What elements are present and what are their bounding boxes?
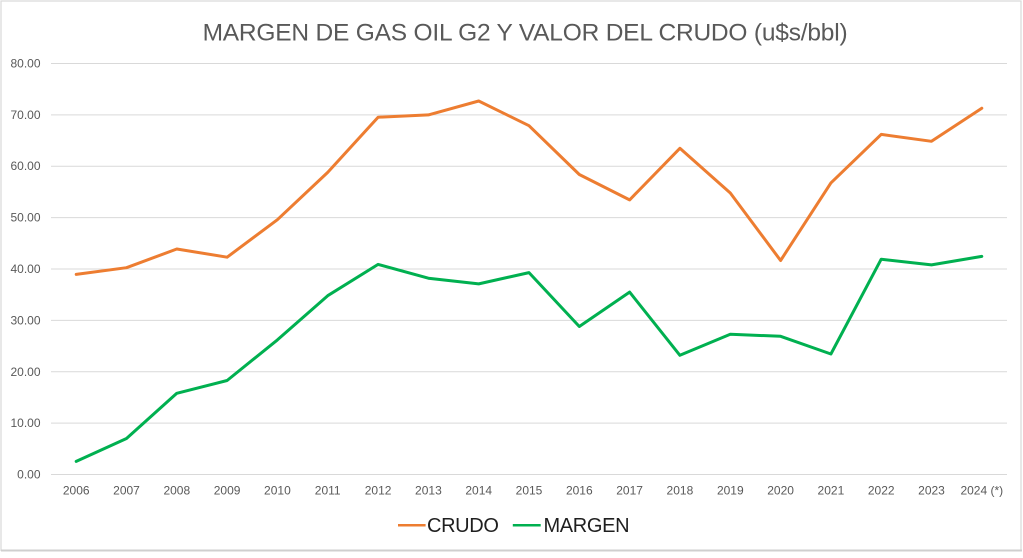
svg-text:10.00: 10.00 (10, 416, 40, 430)
svg-text:40.00: 40.00 (10, 262, 40, 276)
svg-text:2023: 2023 (918, 484, 945, 498)
svg-text:CRUDO: CRUDO (427, 515, 499, 537)
svg-text:2022: 2022 (868, 484, 895, 498)
svg-text:60.00: 60.00 (10, 159, 40, 173)
svg-text:2019: 2019 (717, 484, 744, 498)
svg-text:2018: 2018 (667, 484, 694, 498)
svg-text:2017: 2017 (616, 484, 643, 498)
svg-text:2021: 2021 (818, 484, 845, 498)
svg-text:20.00: 20.00 (10, 365, 40, 379)
svg-text:2012: 2012 (365, 484, 392, 498)
svg-text:2009: 2009 (214, 484, 241, 498)
svg-text:2006: 2006 (63, 484, 90, 498)
svg-text:MARGEN DE GAS OIL G2 Y VALOR D: MARGEN DE GAS OIL G2 Y VALOR DEL CRUDO (… (203, 20, 848, 47)
svg-text:2024 (*): 2024 (*) (960, 484, 1003, 498)
svg-text:2007: 2007 (113, 484, 140, 498)
svg-text:2011: 2011 (315, 484, 341, 498)
svg-text:2014: 2014 (465, 484, 492, 498)
svg-text:70.00: 70.00 (10, 108, 40, 122)
svg-text:2013: 2013 (415, 484, 442, 498)
svg-text:2015: 2015 (516, 484, 543, 498)
svg-text:2016: 2016 (566, 484, 593, 498)
svg-text:2020: 2020 (767, 484, 794, 498)
svg-text:80.00: 80.00 (10, 57, 40, 71)
svg-text:2010: 2010 (264, 484, 291, 498)
svg-text:2008: 2008 (163, 484, 190, 498)
svg-text:50.00: 50.00 (10, 211, 40, 225)
svg-text:0.00: 0.00 (17, 468, 41, 482)
svg-text:30.00: 30.00 (10, 313, 40, 327)
svg-text:MARGEN: MARGEN (544, 515, 630, 537)
